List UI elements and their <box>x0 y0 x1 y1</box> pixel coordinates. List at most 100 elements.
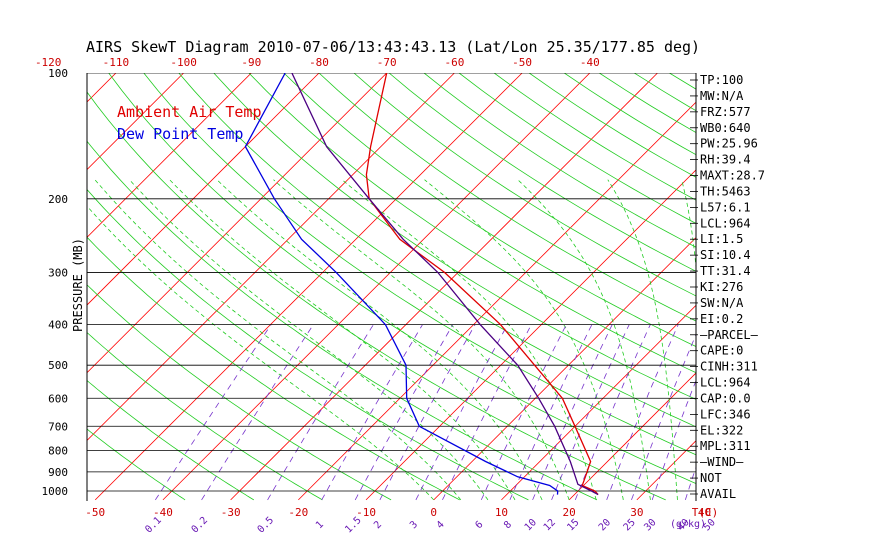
mixing-ratio-line <box>532 324 613 501</box>
isotherm-line <box>433 237 696 501</box>
mixing-ratio-label: 1 <box>314 519 326 531</box>
index-label: KI:276 <box>700 280 743 294</box>
mixing-ratio-line <box>509 324 593 501</box>
top-temp-tick-label: -100 <box>170 56 197 69</box>
moist-adiabat-line <box>216 179 543 501</box>
dry-adiabat-line <box>87 91 666 501</box>
bottom-temp-axis: -50 -40 -30 -20 -10 0 10 20 30 40T(C) <box>85 506 718 519</box>
dry-adiabat-line <box>493 73 696 201</box>
dry-adiabat-line <box>108 73 696 484</box>
mixing-ratio-line <box>631 333 696 501</box>
moist-adiabat-line <box>517 179 651 500</box>
moist-adiabat-line <box>341 179 597 500</box>
bottom-temp-tick-label: 30 <box>630 506 643 519</box>
mixing-ratio-line <box>267 324 374 501</box>
isotherm-line <box>94 73 523 501</box>
moist-adiabat-line <box>169 179 516 501</box>
mixing-ratio-label: 2 <box>372 519 384 531</box>
index-label: EL:322 <box>700 423 743 437</box>
index-label: SI:10.4 <box>700 248 751 262</box>
dry-adiabat-line <box>143 73 696 456</box>
legend-entry: Ambient Air Temp <box>117 103 262 121</box>
index-label: MPL:311 <box>700 439 751 453</box>
isotherm-line <box>87 73 320 306</box>
isotherm-line <box>162 73 591 501</box>
moist-adiabat-line <box>424 179 624 500</box>
index-label: EI:0.2 <box>700 312 743 326</box>
top-temp-tick-label: -60 <box>444 56 464 69</box>
mixing-ratio-label: 12 <box>542 517 558 533</box>
index-label: FRZ:577 <box>700 105 751 119</box>
isotherm-line <box>501 304 696 501</box>
dry-adiabat-line <box>388 73 696 272</box>
sounding-indices: TP:100 MW:N/A FRZ:577 WB0:640 PW:25.96 RH:39.… <box>690 73 765 501</box>
pressure-tick-label: 700 <box>48 420 68 433</box>
top-temp-tick-label: -110 <box>103 56 130 69</box>
chart-title: AIRS SkewT Diagram 2010-07-06/13:43:43.1… <box>86 38 700 56</box>
legend-entry: Dew Point Temp <box>117 125 243 143</box>
dry-adiabat-line <box>423 73 696 248</box>
index-label: TP:100 <box>700 73 743 87</box>
isotherm-lines <box>87 73 870 501</box>
mixing-ratio-lines <box>155 324 696 501</box>
bottom-temp-tick-label: 0 <box>430 506 437 519</box>
isotherm-line <box>568 372 696 501</box>
top-temp-axis: -120 -110 -100 -90 -80 -70 -60 -50 -40 <box>35 56 600 69</box>
y-axis-label: PRESSURE (MB) <box>71 238 85 332</box>
mixing-ratio-label: 3 <box>408 519 420 531</box>
isotherm-line <box>87 73 184 171</box>
index-label: LI:1.5 <box>700 232 743 246</box>
pressure-tick-label: 400 <box>48 319 68 332</box>
pressure-tick-label: 600 <box>48 392 68 405</box>
pressure-tick-label: 100 <box>48 67 68 80</box>
bottom-temp-tick-label: -20 <box>288 506 308 519</box>
pressure-tick-label: 200 <box>48 193 68 206</box>
mixing-ratio-label: 6 <box>474 519 486 531</box>
bottom-temp-tick-label: 40 <box>698 506 711 519</box>
mixing-ratio-label: 4 <box>435 519 447 531</box>
mixing-ratio-line <box>201 324 314 501</box>
dry-adiabat-line <box>213 73 696 400</box>
top-temp-tick-label: -40 <box>580 56 600 69</box>
chart-legend: Ambient Air Temp Dew Point Temp <box>117 103 262 143</box>
moist-adiabat-line <box>94 179 462 501</box>
top-temp-tick-label: -80 <box>309 56 329 69</box>
pressure-tick-label: 900 <box>48 466 68 479</box>
index-label: MW:N/A <box>700 89 744 103</box>
index-label: LCL:964 <box>700 376 751 390</box>
index-label: TH:5463 <box>700 184 751 198</box>
index-label: CINH:311 <box>700 360 758 374</box>
profile-line-dew-point-temp <box>244 73 559 495</box>
dry-adiabat-line <box>178 73 696 428</box>
moist-adiabat-line <box>87 205 434 501</box>
isotherm-line <box>87 73 387 374</box>
index-label: RH:39.4 <box>700 153 751 167</box>
index-label: —PARCEL— <box>700 328 759 342</box>
bottom-axis-unit: T(C) <box>692 506 719 519</box>
bottom-temp-tick-label: 10 <box>495 506 508 519</box>
bottom-temp-tick-label: 20 <box>563 506 576 519</box>
dry-adiabat-line <box>353 73 696 297</box>
mixing-ratio-line <box>415 324 508 501</box>
dry-adiabat-line <box>87 379 255 501</box>
index-label: L57:6.1 <box>700 200 751 214</box>
mixing-ratio-line <box>442 324 532 501</box>
mixing-ratio-line <box>379 324 476 501</box>
dry-adiabat-line <box>87 140 598 501</box>
dry-adiabat-line <box>740 73 870 500</box>
dry-adiabat-line <box>283 73 696 347</box>
index-label: —WIND— <box>700 455 744 469</box>
moist-adiabat-line <box>129 179 489 501</box>
pressure-tick-label: 500 <box>48 359 68 372</box>
mixing-ratio-line <box>155 324 272 501</box>
mixing-ratio-label: 0.5 <box>256 515 277 536</box>
bottom-temp-tick-label: -50 <box>85 506 105 519</box>
bottom-temp-tick-label: -30 <box>221 506 241 519</box>
isotherm-line <box>87 73 117 103</box>
dry-adiabat-line <box>318 73 696 322</box>
isotherm-line <box>772 73 870 500</box>
top-temp-tick-label: -90 <box>241 56 261 69</box>
top-temp-tick-label: -50 <box>512 56 532 69</box>
mixing-ratio-label: 25 <box>622 517 638 533</box>
index-label: WB0:640 <box>700 121 751 135</box>
